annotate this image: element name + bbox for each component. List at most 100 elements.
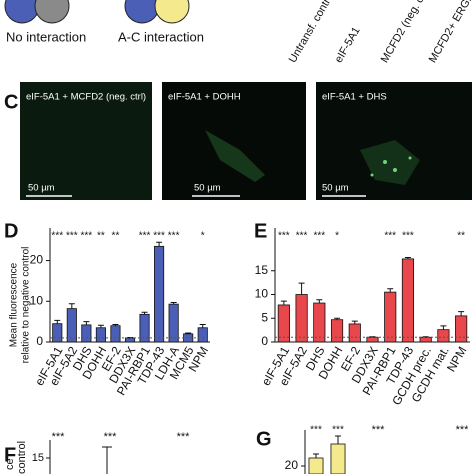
error-bar (54, 319, 61, 324)
significance: *** (153, 231, 165, 242)
significance: *** (310, 425, 322, 436)
bar (330, 443, 346, 474)
y-axis-label: relative to negative control (21, 247, 32, 364)
significance: *** (313, 231, 325, 242)
error-bar (112, 323, 119, 326)
error-bar (97, 324, 104, 328)
micrograph (162, 82, 306, 200)
error-bar (83, 321, 90, 325)
error-bar (141, 311, 148, 315)
y-axis-label: ce (4, 458, 16, 470)
significance: *** (168, 231, 180, 242)
significance: ** (97, 231, 105, 242)
cell-signal (205, 130, 265, 182)
error-bar (387, 288, 394, 293)
bar (308, 457, 324, 474)
significance: *** (81, 231, 93, 242)
y-tick-label: 15 (255, 263, 269, 277)
legend-label: No interaction (6, 29, 86, 44)
y-tick-label: 20 (30, 253, 44, 267)
significance: *** (456, 424, 470, 436)
error-bar (404, 256, 411, 259)
bar (66, 308, 77, 343)
y-axis-label: Mean fluorescence (9, 262, 20, 347)
significance: *** (177, 431, 191, 443)
y-tick-label: 0 (36, 334, 43, 348)
bar (81, 324, 92, 343)
bar (384, 291, 397, 343)
error-bar (68, 303, 75, 309)
significance: *** (296, 231, 308, 242)
bar (295, 294, 308, 343)
significance: *** (139, 231, 151, 242)
error-bar (316, 299, 323, 304)
significance: *** (52, 431, 66, 443)
bar (95, 327, 106, 343)
y-tick-label: 5 (261, 310, 268, 324)
micrograph (20, 82, 152, 200)
significance: *** (278, 231, 290, 242)
significance: * (335, 231, 339, 242)
significance: *** (104, 431, 118, 443)
cell-signal (408, 156, 412, 160)
column-label: MCFD2+ ERGIC-53 (427, 0, 474, 65)
significance: *** (51, 231, 63, 242)
y-tick-label: 0 (261, 334, 268, 348)
error-bar (458, 311, 465, 316)
error-bar (185, 332, 192, 334)
scale-label: 50 µm (322, 183, 349, 194)
legend-circle (154, 0, 190, 24)
panel-letter: F (4, 444, 16, 466)
image-caption: eIF-5A1 + DOHH (168, 92, 241, 103)
bar (277, 304, 290, 343)
column-label: eIF-5A1 (333, 25, 363, 65)
panel-letter: G (256, 428, 272, 450)
bar (348, 323, 361, 343)
bar (168, 303, 179, 343)
y-tick-label: 20 (285, 458, 299, 472)
panel-letter: E (254, 220, 267, 242)
error-bar (298, 282, 305, 295)
column-label: Untransf. control (287, 0, 338, 65)
cell-signal (370, 173, 374, 177)
error-bar (199, 323, 206, 328)
bar (419, 336, 432, 343)
error-bar (280, 300, 287, 305)
significance: *** (372, 424, 386, 436)
error-bar (334, 317, 341, 320)
bar (330, 319, 344, 343)
legend-label: A-C interaction (118, 29, 204, 44)
bar (366, 336, 379, 343)
bar (154, 245, 165, 343)
significance: ** (457, 231, 465, 242)
error-bar (313, 453, 319, 458)
cell-signal (360, 140, 420, 185)
bar (313, 302, 326, 343)
bar (197, 327, 208, 343)
error-bar (170, 302, 177, 305)
cell-signal (383, 160, 387, 164)
scale-label: 50 µm (28, 183, 55, 194)
significance: *** (332, 425, 344, 436)
bar (401, 258, 415, 343)
error-bar (335, 435, 341, 444)
x-tick-label: NPM (444, 344, 469, 374)
significance: ** (112, 231, 120, 242)
bar (110, 325, 121, 343)
cell-signal (393, 168, 397, 172)
y-tick-label: 15 (32, 452, 44, 464)
image-caption: eIF-5A1 + MCFD2 (neg. ctrl) (26, 92, 146, 103)
error-bar-fragment (102, 446, 112, 474)
error-bar (351, 320, 358, 324)
significance: *** (384, 231, 396, 242)
error-bar (440, 325, 447, 330)
bar (455, 315, 468, 343)
error-bar (156, 241, 163, 247)
scale-label: 50 µm (194, 183, 221, 194)
panel-letter: D (4, 220, 18, 242)
image-caption: eIF-5A1 + DHS (322, 92, 387, 103)
legend-circle (4, 0, 40, 24)
significance: *** (66, 231, 78, 242)
